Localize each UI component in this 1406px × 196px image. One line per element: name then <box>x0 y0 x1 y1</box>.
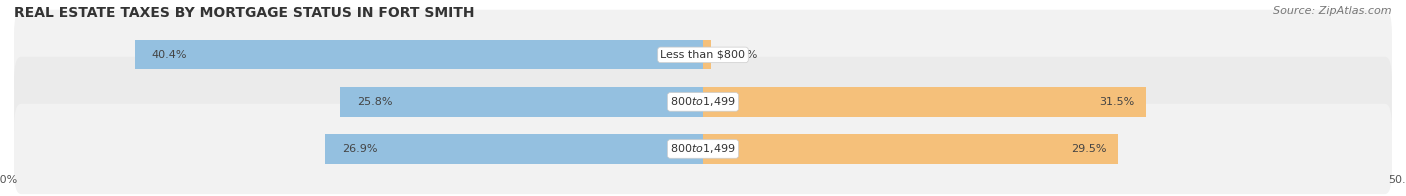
Text: 31.5%: 31.5% <box>1099 97 1135 107</box>
Bar <box>703 40 710 69</box>
Text: Source: ZipAtlas.com: Source: ZipAtlas.com <box>1274 6 1392 16</box>
Bar <box>703 87 1146 116</box>
Text: 29.5%: 29.5% <box>1071 144 1107 154</box>
Text: 40.4%: 40.4% <box>152 50 187 60</box>
Bar <box>340 87 703 116</box>
Text: 26.9%: 26.9% <box>342 144 377 154</box>
Bar <box>135 40 703 69</box>
Text: 25.8%: 25.8% <box>357 97 392 107</box>
Bar <box>703 134 1118 163</box>
Bar <box>325 134 703 163</box>
Text: $800 to $1,499: $800 to $1,499 <box>671 95 735 108</box>
FancyBboxPatch shape <box>14 10 1392 100</box>
FancyBboxPatch shape <box>14 104 1392 194</box>
Text: Less than $800: Less than $800 <box>661 50 745 60</box>
FancyBboxPatch shape <box>14 57 1392 147</box>
Text: REAL ESTATE TAXES BY MORTGAGE STATUS IN FORT SMITH: REAL ESTATE TAXES BY MORTGAGE STATUS IN … <box>14 6 475 20</box>
Text: 0.54%: 0.54% <box>721 50 758 60</box>
Text: $800 to $1,499: $800 to $1,499 <box>671 142 735 155</box>
